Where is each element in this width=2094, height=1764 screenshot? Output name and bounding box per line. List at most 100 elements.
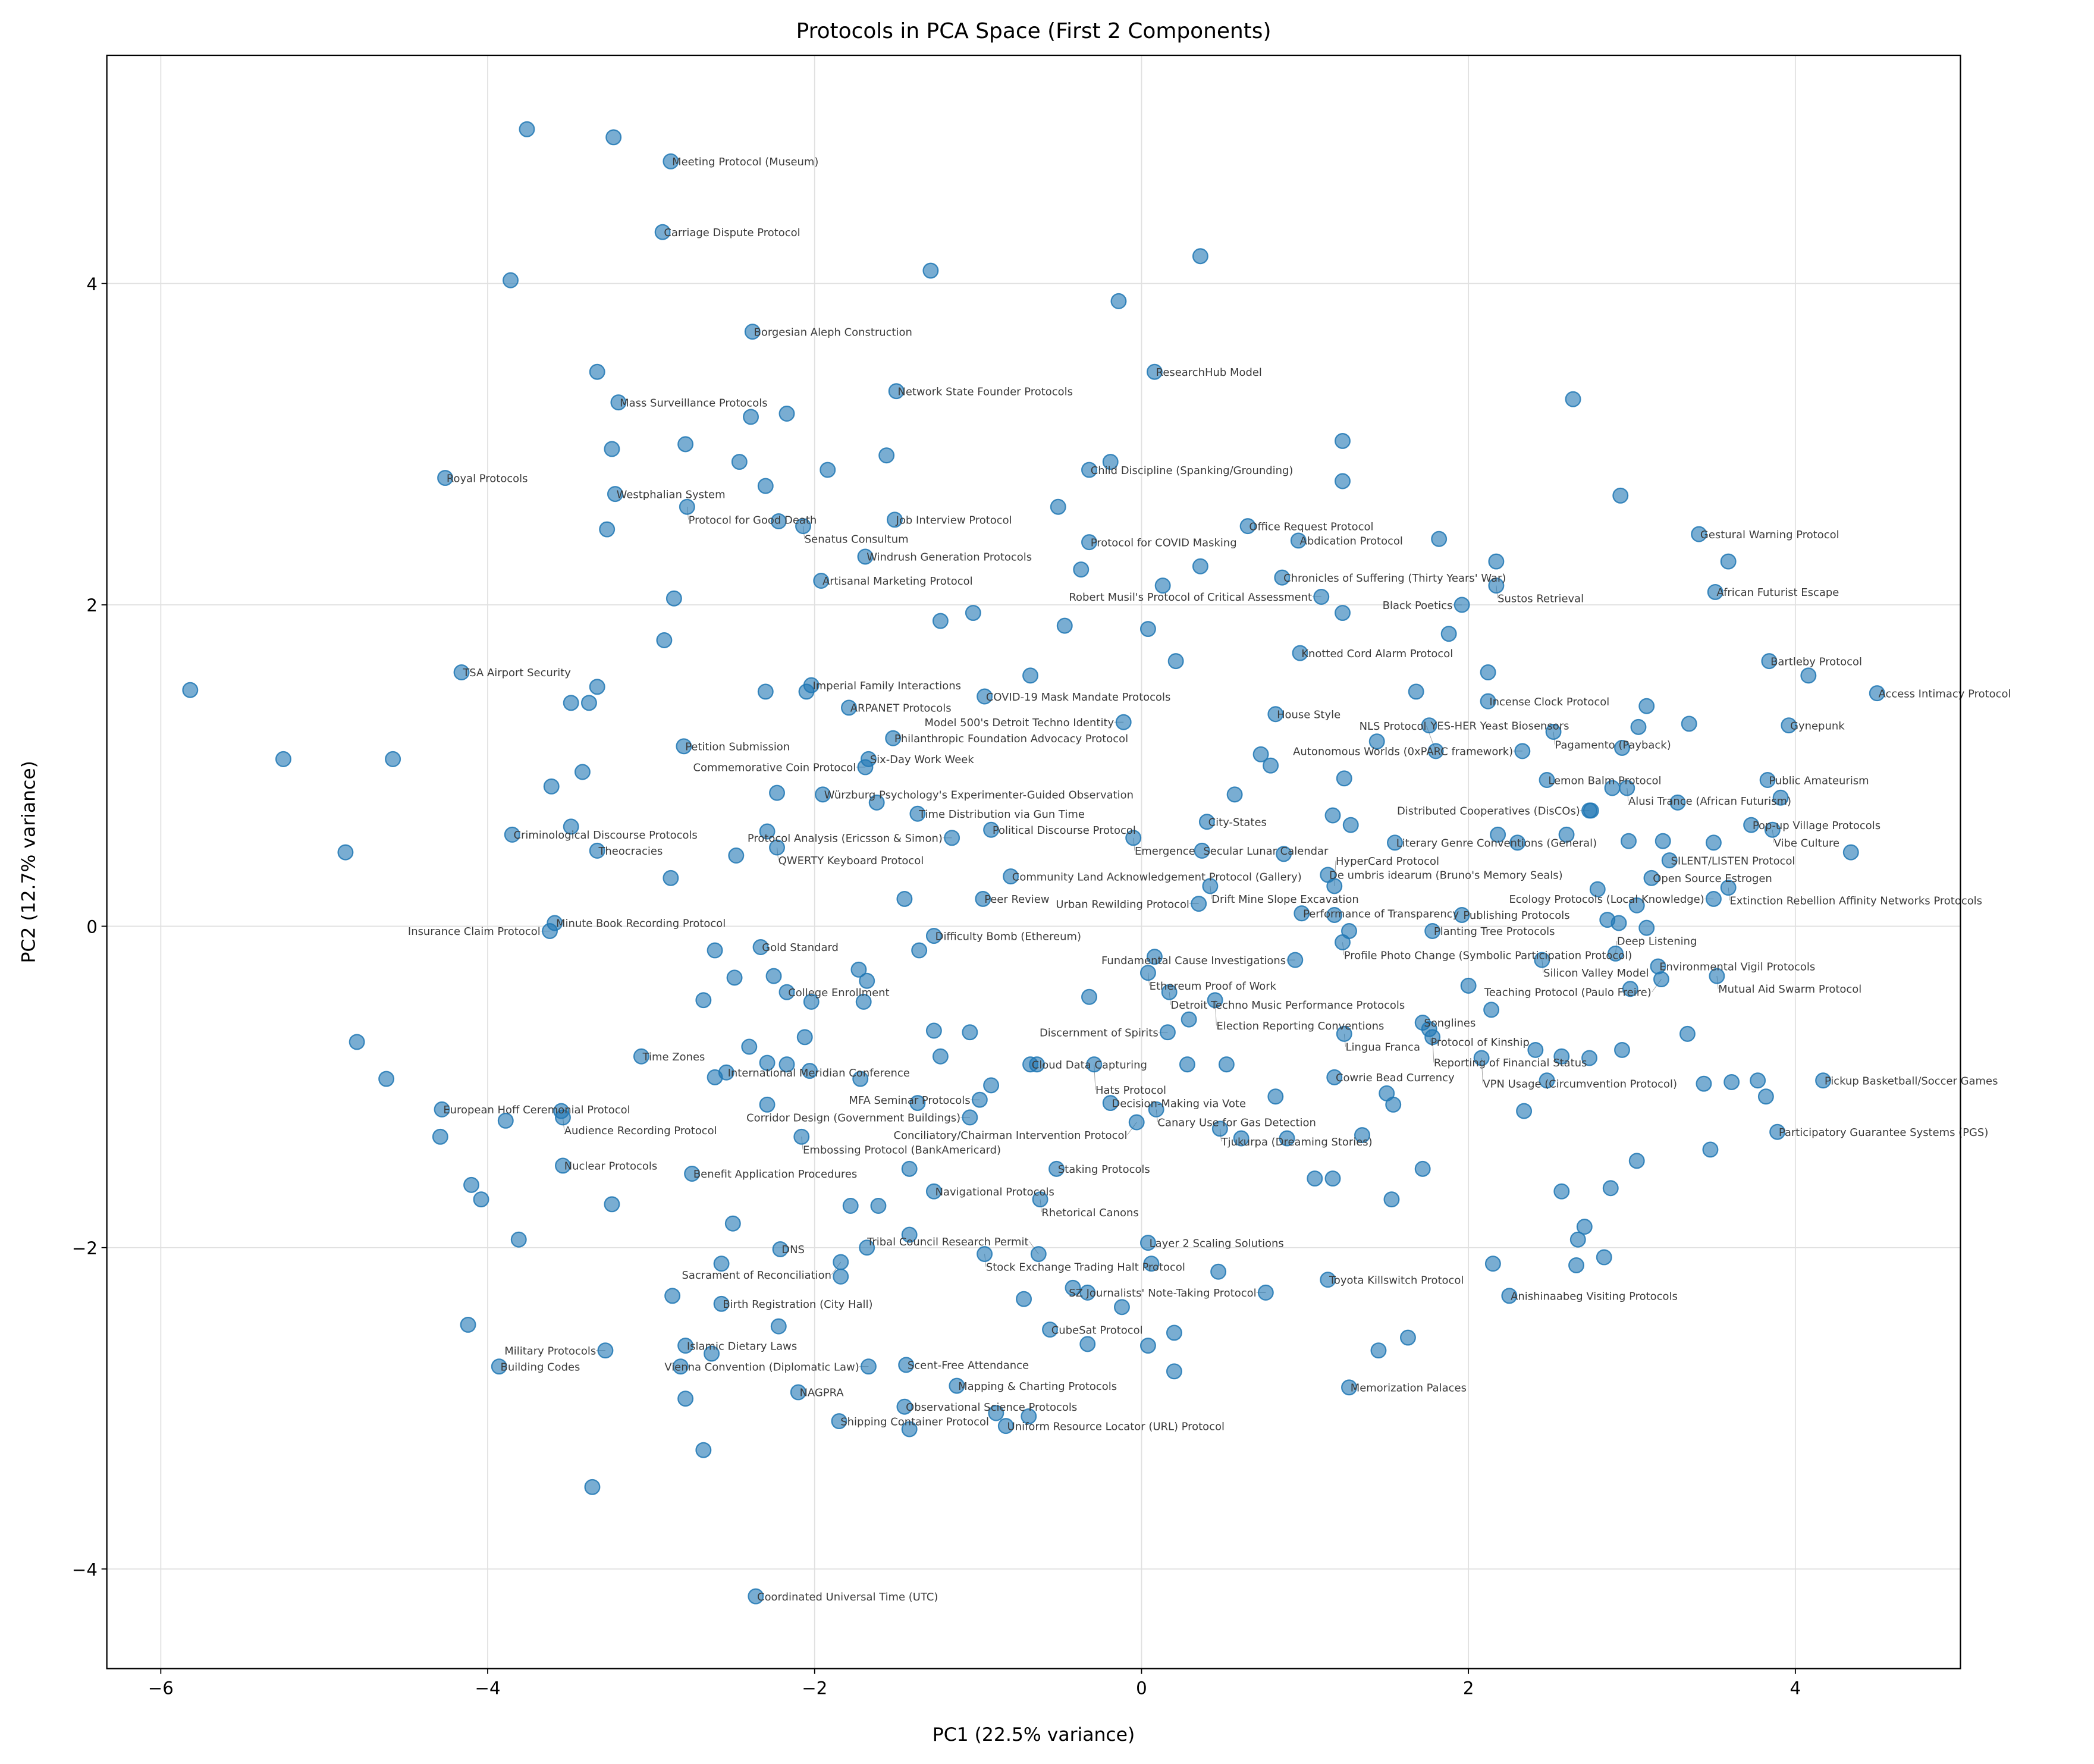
data-point xyxy=(275,751,291,767)
data-point-label: Extinction Rebellion Affinity Networks P… xyxy=(1729,895,1982,908)
data-point xyxy=(1016,1291,1032,1307)
data-point xyxy=(1081,988,1097,1005)
data-point xyxy=(1148,1101,1164,1118)
data-point xyxy=(1324,1170,1341,1187)
data-point-label: NAGPRA xyxy=(800,1387,844,1399)
data-point xyxy=(1484,1255,1501,1272)
data-point-label: Alusi Trance (African Futurism) xyxy=(1628,795,1791,808)
data-point xyxy=(757,683,774,700)
data-point xyxy=(580,695,597,711)
data-point xyxy=(770,513,787,530)
data-point xyxy=(983,821,1000,838)
data-point xyxy=(911,942,928,959)
data-point xyxy=(605,129,622,146)
data-point-label: Minute Book Recording Protocol xyxy=(556,918,726,930)
data-point-label: ResearchHub Model xyxy=(1156,366,1262,379)
data-point xyxy=(1638,919,1655,936)
data-point xyxy=(769,784,786,801)
data-point xyxy=(1473,1050,1490,1066)
data-point-label: TSA Airport Security xyxy=(462,667,571,679)
data-point xyxy=(610,394,627,411)
data-point xyxy=(491,1358,507,1375)
data-point-label: Job Interview Protocol xyxy=(896,514,1012,527)
data-point xyxy=(1691,526,1707,542)
point-labels: Meeting Protocol (Museum) Carriage Disput… xyxy=(408,156,2011,1603)
data-point xyxy=(695,1442,712,1458)
data-point xyxy=(604,1196,620,1213)
data-point-label: Protocol of Kinship xyxy=(1430,1036,1529,1049)
x-tick-label: 2 xyxy=(1463,1678,1474,1698)
data-point-label: Sacrament of Reconciliation xyxy=(682,1269,832,1282)
data-point xyxy=(1336,1025,1352,1042)
data-point-label: Gold Standard xyxy=(762,941,839,954)
data-point-label: Robert Musil's Protocol of Critical Asse… xyxy=(1069,591,1312,604)
data-point xyxy=(1490,826,1506,843)
data-point xyxy=(1619,780,1635,796)
data-point-label: Building Codes xyxy=(501,1361,580,1373)
data-point-label: Tribal Council Research Permit xyxy=(867,1236,1029,1248)
data-point-label: Child Discipline (Spanking/Grounding) xyxy=(1091,464,1294,477)
data-point xyxy=(1679,1025,1696,1042)
data-point-label: Profile Photo Change (Symbolic Participa… xyxy=(1344,949,1632,962)
data-point xyxy=(971,1091,988,1108)
data-point xyxy=(563,695,579,711)
data-point-label: Toyota Killswitch Protocol xyxy=(1329,1275,1464,1287)
data-point xyxy=(1326,1069,1343,1085)
data-point-label: Model 500's Detroit Techno Identity xyxy=(925,717,1115,729)
data-point-label: Pickup Basketball/Soccer Games xyxy=(1825,1075,1998,1087)
y-tick-label: −4 xyxy=(72,1559,98,1580)
data-point-label: College Enrollment xyxy=(788,987,889,999)
data-point xyxy=(1336,770,1352,787)
data-point xyxy=(1568,1257,1585,1273)
data-point xyxy=(555,1109,571,1126)
data-point xyxy=(765,968,782,984)
data-point xyxy=(437,470,454,486)
data-point xyxy=(337,844,354,861)
data-point xyxy=(589,842,605,859)
data-point xyxy=(1539,1072,1555,1089)
data-point xyxy=(977,688,993,705)
data-point-label: Uniform Resource Locator (URL) Protocol xyxy=(1007,1420,1225,1433)
data-point-label: Deep Listening xyxy=(1617,936,1697,948)
data-point xyxy=(1218,1056,1235,1073)
data-point-label: NLS Protocol xyxy=(1360,720,1427,733)
data-point-label: Observational Science Protocols xyxy=(906,1401,1077,1414)
data-point xyxy=(1326,907,1343,923)
data-point-label: Fundamental Cause Investigations xyxy=(1101,955,1286,967)
axis-ticks: −6 −4 −2 0 2 4 −4 −2 0 2 4 xyxy=(72,274,1801,1698)
data-point xyxy=(741,1038,758,1055)
data-point xyxy=(1553,1048,1570,1065)
data-point xyxy=(1354,1127,1370,1144)
data-point-label: Urban Rewilding Protocol xyxy=(1056,898,1189,911)
data-point xyxy=(1086,1056,1103,1073)
data-point xyxy=(885,730,902,746)
data-point xyxy=(925,928,942,944)
data-point xyxy=(1335,473,1351,489)
data-point-label: Distributed Cooperatives (DisCOs) xyxy=(1397,805,1580,818)
data-point xyxy=(1431,531,1448,547)
x-tick-label: −4 xyxy=(475,1678,501,1698)
data-point xyxy=(778,1056,795,1073)
data-point-label: Teaching Protocol (Paulo Freire) xyxy=(1484,987,1652,999)
data-point xyxy=(1608,945,1624,962)
data-point xyxy=(1460,977,1477,994)
data-point xyxy=(1128,1114,1145,1131)
data-point xyxy=(1720,880,1737,896)
data-point xyxy=(1723,1074,1740,1090)
data-point-label: Rhetorical Canons xyxy=(1041,1207,1139,1219)
data-point xyxy=(1750,1072,1766,1089)
data-point xyxy=(1267,1088,1284,1105)
data-point xyxy=(1638,698,1655,714)
data-point xyxy=(497,1112,514,1129)
data-point xyxy=(840,699,857,716)
data-point xyxy=(434,1101,450,1118)
data-point xyxy=(504,826,520,843)
data-point-label: Peer Review xyxy=(984,893,1049,906)
data-point-label: Political Discourse Protocol xyxy=(993,824,1136,837)
data-point-label: Carriage Dispute Protocol xyxy=(664,227,800,239)
data-point xyxy=(1453,907,1470,923)
data-point xyxy=(1653,971,1669,988)
x-tick-label: −2 xyxy=(802,1678,827,1698)
data-point xyxy=(1628,897,1645,914)
data-point xyxy=(378,1071,395,1087)
